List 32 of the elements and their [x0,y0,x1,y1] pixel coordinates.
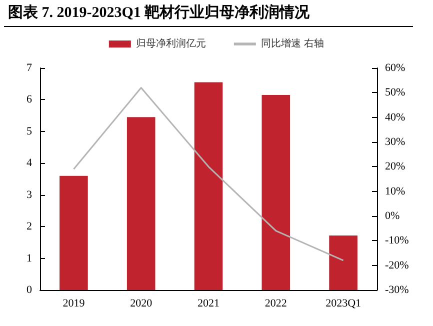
y-tick-label: 0 [26,284,32,296]
y-tick-label: 5 [26,125,32,138]
y-tick-label: 6 [26,94,32,106]
y2-tick-label: 60% [385,62,406,74]
bar [60,176,88,290]
x-tick-label: 2019 [62,298,86,310]
x-tick-label: 2022 [264,298,287,310]
legend-label: 归母净利润亿元 [136,38,206,50]
y2-tick-label: 40% [385,111,406,124]
bar [194,82,223,290]
y2-tick-label: 30% [385,136,406,148]
y2-tick-label: -20% [385,259,409,272]
y2-tick-label: -10% [385,234,409,247]
y2-tick-label: -30% [385,284,409,296]
bar [329,235,358,290]
y2-tick-label: 10% [385,185,406,198]
x-tick-label: 2021 [198,298,220,310]
y-tick-label: 4 [26,157,32,170]
bar [262,94,290,290]
legend-label: 同比增速 右轴 [260,38,324,50]
bar [126,117,156,290]
line-series [72,86,344,262]
y-tick-label: 1 [26,252,32,264]
chart-title: 图表 7. 2019-2023Q1 靶材行业归母净利润情况 [4,0,413,27]
y2-tick-label: 20% [385,160,406,173]
y2-tick-label: 50% [385,86,406,99]
y-tick-label: 2 [26,220,32,233]
y2-tick-label: 0% [385,210,400,222]
x-tick-label: 2023Q1 [326,298,362,310]
x-tick-label: 2020 [130,298,153,310]
y-tick-label: 3 [26,188,32,201]
y-tick-label: 7 [26,62,32,74]
